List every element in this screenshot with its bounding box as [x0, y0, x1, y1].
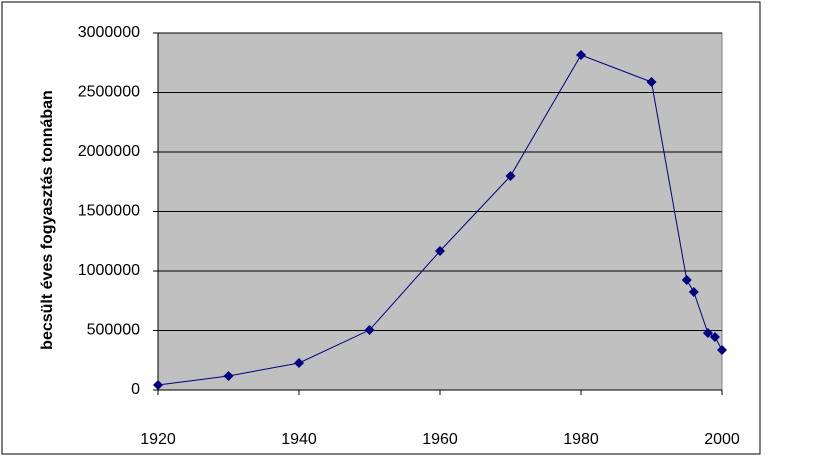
point-marker [435, 246, 445, 257]
y-tick-label: 3000000 [78, 24, 140, 41]
x-tick-label: 1940 [281, 431, 317, 448]
x-tick-label: 1960 [422, 431, 458, 448]
y-tick-label: 500000 [87, 322, 140, 339]
y-tick-label: 2000000 [78, 143, 140, 160]
point-marker [681, 275, 692, 286]
point-marker [688, 286, 699, 297]
y-tick-label: 1000000 [78, 262, 140, 279]
y-tick-label: 2500000 [78, 84, 140, 101]
point-marker [646, 77, 657, 88]
y-tick-label: 1500000 [78, 203, 140, 220]
point-marker [702, 327, 713, 338]
y-tick-label: 0 [131, 381, 140, 398]
point-marker [717, 345, 727, 356]
point-marker [505, 171, 516, 182]
y-axis-label: becsült éves fogyasztás tonnában [39, 90, 56, 350]
point-marker [153, 380, 163, 391]
x-tick-label: 1980 [563, 431, 599, 448]
point-marker [709, 332, 720, 343]
x-tick-label: 1920 [140, 431, 176, 448]
point-marker [294, 357, 304, 368]
point-marker [576, 50, 586, 61]
point-marker [364, 325, 375, 336]
x-tick-label: 2000 [704, 431, 740, 448]
point-marker [223, 370, 234, 381]
